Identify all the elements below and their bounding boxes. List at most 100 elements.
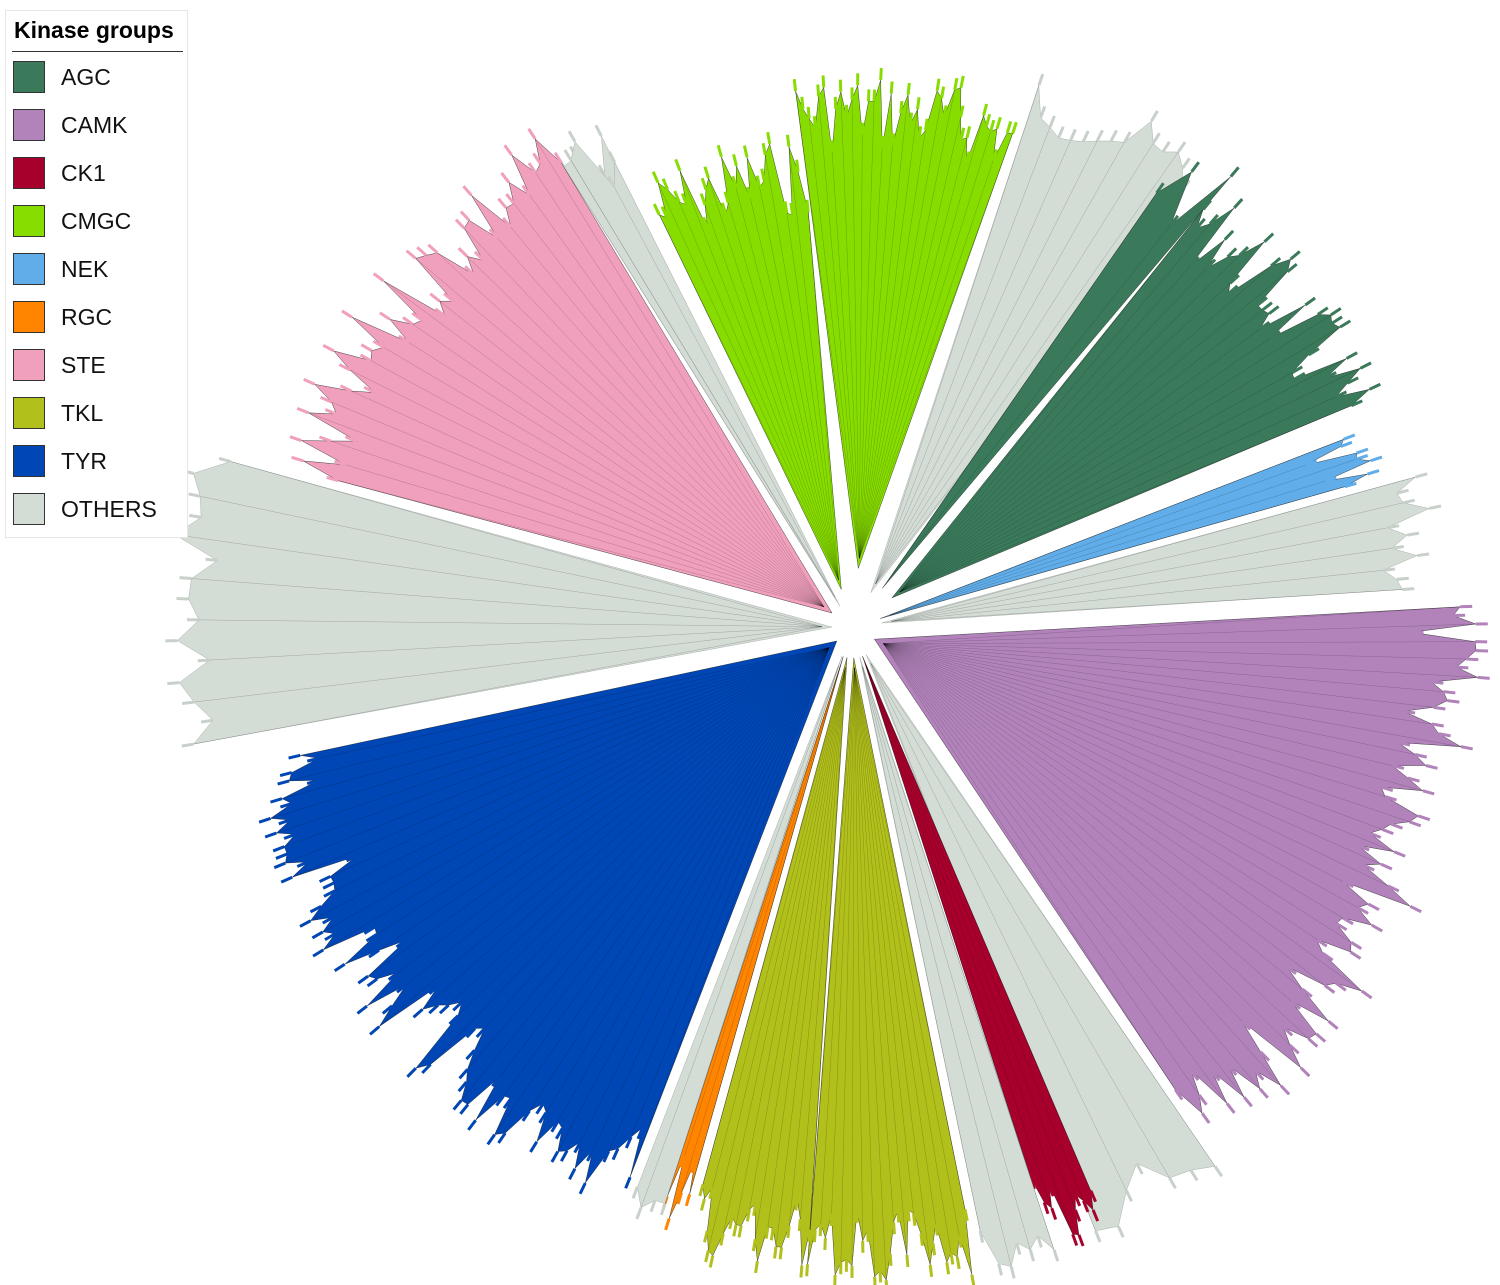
- leaf-tip-label: [949, 1252, 955, 1265]
- leaf-tip-label: [1116, 1225, 1125, 1238]
- tree-branch: [608, 647, 830, 1152]
- leaf-tip-label: [412, 1008, 424, 1019]
- leaf-tip-label: [896, 1210, 901, 1223]
- leaf-tip-label: [1414, 753, 1428, 759]
- leaf-tip-label: [379, 311, 391, 321]
- tree-branch: [870, 663, 1127, 1191]
- leaf-tip-label: [751, 1238, 757, 1252]
- leaf-tip-label: [1356, 447, 1369, 455]
- leaf-tip-label: [1057, 126, 1065, 139]
- tree-branch: [800, 667, 846, 1220]
- leaf-tip-label: [278, 818, 291, 826]
- leaf-tip-label: [1343, 433, 1356, 441]
- leaf-tip-label: [457, 1081, 468, 1093]
- leaf-tip-label: [372, 272, 385, 282]
- leaf-tip-label: [1428, 504, 1442, 510]
- leaf-tip-label: [1431, 722, 1444, 728]
- leaf-tip-label: [773, 1246, 778, 1259]
- leaf-tip-label: [452, 1000, 463, 1012]
- legend-item-rgc: RGC: [13, 301, 183, 335]
- leaf-tip-label: [491, 1075, 501, 1088]
- leaf-tip-label: [578, 1182, 587, 1195]
- leaf-tip-label: [985, 113, 992, 127]
- leaf-tip-label: [1254, 1069, 1265, 1081]
- leaf-tip-label: [1331, 315, 1343, 325]
- leaf-tip-label: [186, 618, 200, 622]
- leaf-tip-label: [1174, 1088, 1184, 1101]
- tree-branch: [891, 502, 1404, 622]
- tree-branch: [513, 203, 825, 608]
- leaf-tip-label: [651, 171, 660, 184]
- tree-branch: [854, 667, 875, 1277]
- leaf-tip-label: [1315, 938, 1328, 948]
- leaf-tip-label: [1345, 351, 1358, 360]
- leaf-tip-label: [1091, 1209, 1100, 1222]
- tree-branch: [851, 99, 860, 559]
- legend-swatch-camk: [13, 109, 45, 141]
- tree-branch: [820, 667, 855, 1225]
- tree-root-hub: [834, 610, 870, 646]
- leaf-tip-label: [690, 1160, 697, 1174]
- leaf-tip-label: [1456, 665, 1469, 670]
- clade-ste: [289, 127, 833, 614]
- leaf-tip-label: [1258, 1087, 1269, 1099]
- leaf-tip-label: [1350, 399, 1363, 408]
- leaf-tip-label: [955, 1256, 961, 1270]
- legend-label: CAMK: [61, 112, 128, 138]
- leaf-tip-label: [322, 881, 335, 890]
- leaf-tip-label: [855, 1210, 859, 1223]
- leaf-tip-label: [1335, 982, 1347, 992]
- tree-branch: [383, 280, 825, 608]
- leaf-tip-label: [1415, 472, 1428, 479]
- tree-branch: [875, 85, 1039, 584]
- leaf-tip-label: [1323, 984, 1336, 994]
- leaf-tip-label: [1360, 989, 1373, 1000]
- leaf-tip-label: [912, 1213, 917, 1226]
- leaf-tip-label: [1238, 246, 1250, 257]
- leaf-tip-label: [1028, 1249, 1035, 1262]
- tree-branch: [854, 667, 960, 1236]
- leaf-tip-label: [631, 1186, 639, 1199]
- leaf-tip-label: [1315, 1032, 1327, 1043]
- leaf-tip-label: [1369, 831, 1382, 839]
- tree-branch: [883, 643, 1200, 1096]
- tree-branch: [497, 238, 825, 608]
- tree-branch: [883, 643, 1303, 990]
- leaf-tip-label: [919, 1233, 924, 1246]
- tree-branch: [338, 480, 825, 608]
- legend-item-tyr: TYR: [13, 445, 183, 479]
- tree-branch: [281, 647, 830, 799]
- leaf-tip-label: [1229, 166, 1240, 178]
- leaf-tip-label: [732, 154, 738, 167]
- leaf-tip-label: [684, 1193, 692, 1207]
- tree-branch: [818, 96, 860, 559]
- tree-branch: [883, 606, 1461, 644]
- leaf-tip-label: [838, 79, 843, 92]
- tree-branch: [285, 647, 830, 864]
- leaf-tip-label: [405, 249, 417, 260]
- tree-branch: [883, 643, 1309, 1039]
- leaf-tip-label: [1341, 916, 1354, 926]
- leaf-tip-label: [1327, 1019, 1339, 1030]
- leaf-tip-label: [339, 384, 352, 393]
- leaf-tip-label: [957, 1235, 963, 1248]
- leaf-tip-label: [716, 144, 723, 158]
- tree-branch: [194, 626, 823, 703]
- leaf-tip-label: [179, 576, 192, 581]
- clade-agc: [882, 161, 1240, 589]
- tree-branch: [412, 324, 825, 608]
- leaf-tip-label: [1339, 319, 1352, 329]
- leaf-tip-label: [873, 1276, 877, 1285]
- leaf-tip-label: [1177, 141, 1187, 153]
- leaf-tip-label: [800, 96, 805, 110]
- tree-branch: [859, 89, 955, 559]
- tree-branch: [865, 665, 1076, 1211]
- leaf-tip-label: [1346, 376, 1359, 385]
- leaf-tip-label: [805, 199, 810, 212]
- leaf-tip-label: [880, 136, 885, 149]
- leaf-tip-label: [719, 1233, 725, 1246]
- legend-swatch-tyr: [13, 445, 45, 477]
- leaf-tip-label: [1407, 776, 1420, 783]
- tree-branch: [883, 643, 1343, 882]
- leaf-tip-label: [953, 77, 959, 91]
